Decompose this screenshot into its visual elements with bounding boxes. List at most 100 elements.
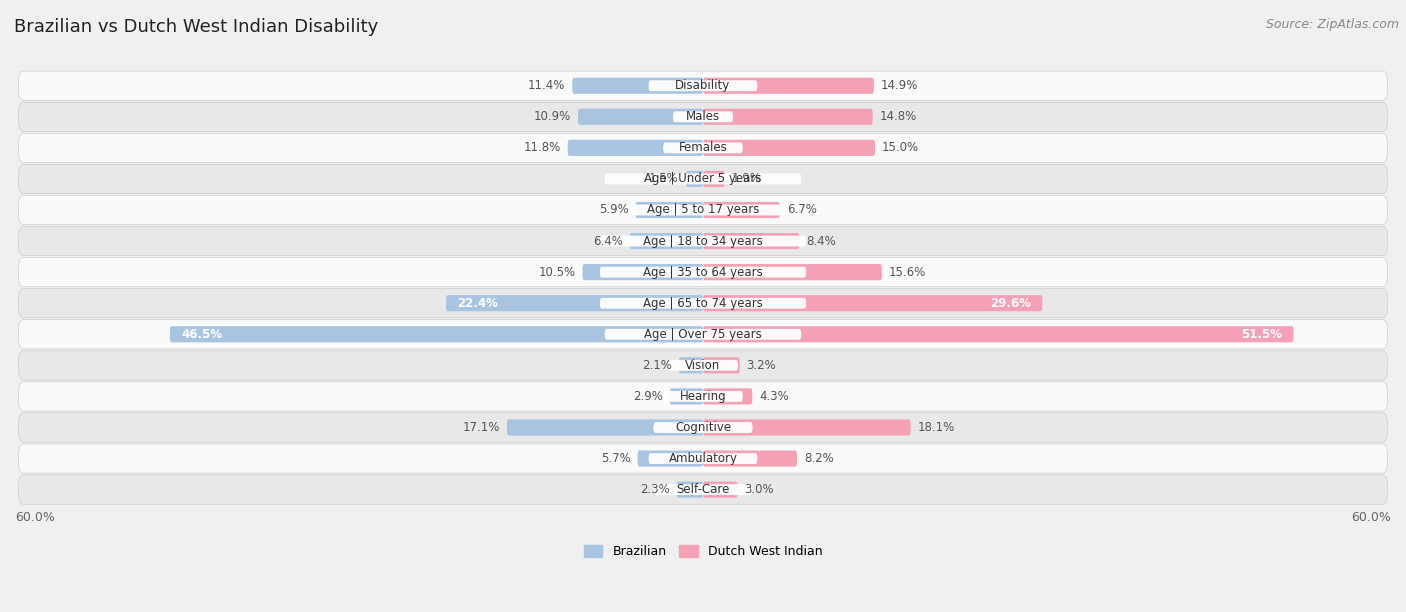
FancyBboxPatch shape	[18, 475, 1388, 504]
Text: 14.9%: 14.9%	[880, 79, 918, 92]
Text: Age | 5 to 17 years: Age | 5 to 17 years	[647, 204, 759, 217]
Text: Age | 18 to 34 years: Age | 18 to 34 years	[643, 234, 763, 248]
FancyBboxPatch shape	[18, 226, 1388, 256]
FancyBboxPatch shape	[18, 71, 1388, 100]
Text: 22.4%: 22.4%	[457, 297, 499, 310]
Text: 18.1%: 18.1%	[918, 421, 955, 434]
Text: 6.7%: 6.7%	[787, 204, 817, 217]
FancyBboxPatch shape	[636, 202, 703, 218]
FancyBboxPatch shape	[600, 267, 806, 278]
FancyBboxPatch shape	[170, 326, 703, 342]
Text: 2.3%: 2.3%	[640, 483, 669, 496]
FancyBboxPatch shape	[703, 357, 740, 373]
Text: 14.8%: 14.8%	[880, 110, 917, 123]
Text: 6.4%: 6.4%	[593, 234, 623, 248]
FancyBboxPatch shape	[605, 204, 801, 215]
Text: Self-Care: Self-Care	[676, 483, 730, 496]
Text: 1.9%: 1.9%	[731, 173, 762, 185]
Text: Disability: Disability	[675, 79, 731, 92]
Text: 2.1%: 2.1%	[643, 359, 672, 372]
FancyBboxPatch shape	[18, 289, 1388, 318]
FancyBboxPatch shape	[18, 319, 1388, 349]
FancyBboxPatch shape	[703, 171, 724, 187]
Text: 10.5%: 10.5%	[538, 266, 575, 278]
Text: 5.7%: 5.7%	[600, 452, 631, 465]
FancyBboxPatch shape	[664, 391, 742, 402]
FancyBboxPatch shape	[686, 171, 703, 187]
FancyBboxPatch shape	[605, 173, 801, 184]
FancyBboxPatch shape	[703, 295, 1042, 312]
Text: 15.6%: 15.6%	[889, 266, 927, 278]
FancyBboxPatch shape	[648, 453, 758, 464]
Text: 3.0%: 3.0%	[744, 483, 773, 496]
FancyBboxPatch shape	[18, 382, 1388, 411]
Text: Source: ZipAtlas.com: Source: ZipAtlas.com	[1265, 18, 1399, 31]
FancyBboxPatch shape	[600, 236, 806, 247]
FancyBboxPatch shape	[18, 195, 1388, 225]
FancyBboxPatch shape	[630, 233, 703, 249]
Text: 11.8%: 11.8%	[523, 141, 561, 154]
Text: 15.0%: 15.0%	[882, 141, 920, 154]
FancyBboxPatch shape	[446, 295, 703, 312]
Text: 5.9%: 5.9%	[599, 204, 628, 217]
Text: 8.4%: 8.4%	[806, 234, 837, 248]
Text: Brazilian vs Dutch West Indian Disability: Brazilian vs Dutch West Indian Disabilit…	[14, 18, 378, 36]
FancyBboxPatch shape	[605, 329, 801, 340]
FancyBboxPatch shape	[654, 422, 752, 433]
Text: 46.5%: 46.5%	[181, 328, 222, 341]
FancyBboxPatch shape	[676, 482, 703, 498]
Text: Ambulatory: Ambulatory	[668, 452, 738, 465]
FancyBboxPatch shape	[669, 389, 703, 405]
Text: 4.3%: 4.3%	[759, 390, 789, 403]
FancyBboxPatch shape	[18, 164, 1388, 193]
FancyBboxPatch shape	[703, 233, 800, 249]
Text: Age | Under 5 years: Age | Under 5 years	[644, 173, 762, 185]
Text: 60.0%: 60.0%	[1351, 511, 1391, 524]
FancyBboxPatch shape	[18, 102, 1388, 132]
FancyBboxPatch shape	[673, 111, 733, 122]
FancyBboxPatch shape	[703, 264, 882, 280]
FancyBboxPatch shape	[703, 389, 752, 405]
FancyBboxPatch shape	[668, 360, 738, 371]
Text: Cognitive: Cognitive	[675, 421, 731, 434]
FancyBboxPatch shape	[638, 450, 703, 466]
Text: Males: Males	[686, 110, 720, 123]
FancyBboxPatch shape	[654, 484, 752, 495]
FancyBboxPatch shape	[568, 140, 703, 156]
FancyBboxPatch shape	[703, 450, 797, 466]
Legend: Brazilian, Dutch West Indian: Brazilian, Dutch West Indian	[579, 540, 827, 563]
FancyBboxPatch shape	[18, 133, 1388, 162]
FancyBboxPatch shape	[703, 202, 780, 218]
FancyBboxPatch shape	[18, 413, 1388, 442]
FancyBboxPatch shape	[600, 298, 806, 308]
FancyBboxPatch shape	[703, 482, 737, 498]
FancyBboxPatch shape	[703, 78, 875, 94]
Text: 2.9%: 2.9%	[633, 390, 662, 403]
Text: 1.5%: 1.5%	[650, 173, 679, 185]
FancyBboxPatch shape	[703, 326, 1294, 342]
Text: 51.5%: 51.5%	[1241, 328, 1282, 341]
FancyBboxPatch shape	[572, 78, 703, 94]
FancyBboxPatch shape	[703, 109, 873, 125]
Text: Vision: Vision	[685, 359, 721, 372]
FancyBboxPatch shape	[508, 419, 703, 436]
FancyBboxPatch shape	[18, 351, 1388, 380]
Text: Age | 65 to 74 years: Age | 65 to 74 years	[643, 297, 763, 310]
Text: Females: Females	[679, 141, 727, 154]
FancyBboxPatch shape	[648, 80, 758, 91]
Text: 29.6%: 29.6%	[990, 297, 1031, 310]
Text: 11.4%: 11.4%	[529, 79, 565, 92]
FancyBboxPatch shape	[578, 109, 703, 125]
FancyBboxPatch shape	[582, 264, 703, 280]
FancyBboxPatch shape	[18, 258, 1388, 287]
FancyBboxPatch shape	[679, 357, 703, 373]
Text: Hearing: Hearing	[679, 390, 727, 403]
Text: Age | Over 75 years: Age | Over 75 years	[644, 328, 762, 341]
Text: 10.9%: 10.9%	[534, 110, 571, 123]
FancyBboxPatch shape	[703, 419, 911, 436]
Text: 8.2%: 8.2%	[804, 452, 834, 465]
Text: 3.2%: 3.2%	[747, 359, 776, 372]
FancyBboxPatch shape	[664, 143, 742, 153]
FancyBboxPatch shape	[703, 140, 875, 156]
FancyBboxPatch shape	[18, 444, 1388, 473]
